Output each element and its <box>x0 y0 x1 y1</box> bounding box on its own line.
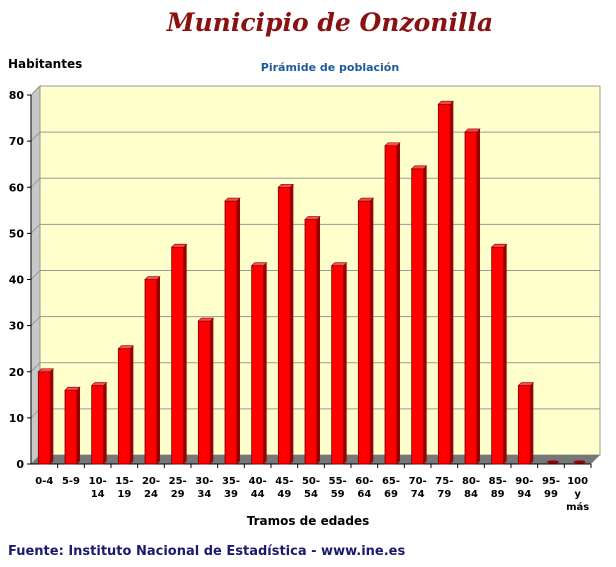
x-tick-label: 70-74 <box>409 476 427 500</box>
bar-top <box>90 382 108 386</box>
x-tick-label: 100 y más <box>566 476 589 513</box>
bar-side <box>290 184 294 464</box>
x-tick-label: 45-49 <box>275 476 293 500</box>
y-tick-label: 30 <box>9 320 25 333</box>
bar-side <box>237 198 240 464</box>
y-tick-label: 20 <box>9 366 25 379</box>
bar-side <box>210 318 214 464</box>
bar-top <box>384 142 401 147</box>
bar <box>464 131 478 465</box>
x-tick-label: 30-34 <box>195 476 213 500</box>
x-axis-label: Tramos de edades <box>246 514 370 528</box>
x-tick-label: 50-54 <box>302 476 320 500</box>
bar <box>517 385 531 465</box>
x-tick-label: 55-59 <box>329 476 347 500</box>
y-tick-label: 10 <box>9 412 25 425</box>
bar-top <box>464 128 481 133</box>
bar-top <box>490 243 508 248</box>
bar-side <box>77 387 80 464</box>
bar-side <box>530 382 534 464</box>
y-tick-label: 70 <box>9 135 25 148</box>
x-tick-label: 15-19 <box>115 476 133 500</box>
bar-side <box>343 262 347 464</box>
chart-title: Pirámide de población <box>260 61 400 74</box>
x-tick-label: 80-84 <box>462 476 480 500</box>
y-tick-label: 80 <box>9 89 25 102</box>
bar <box>491 246 505 465</box>
bar-side <box>130 345 134 464</box>
bar <box>91 385 105 465</box>
x-tick-label: 40-44 <box>249 476 267 500</box>
x-tick-label: 0-4 <box>35 476 53 487</box>
x-tick-label: 35-39 <box>222 476 240 500</box>
bar-side <box>477 128 480 464</box>
bar-top <box>170 243 188 248</box>
page-title: Municipio de Onzonilla <box>166 8 494 37</box>
bar <box>357 200 371 465</box>
bar-top <box>357 197 375 202</box>
bar <box>197 320 211 465</box>
gridline <box>30 131 600 142</box>
gridline <box>30 85 600 96</box>
bar-top <box>37 368 55 373</box>
bar <box>277 186 291 465</box>
bar-side <box>263 262 267 464</box>
x-tick-label: 60-64 <box>355 476 373 500</box>
bar-top <box>277 183 295 188</box>
bar-side <box>183 244 187 464</box>
bar-side <box>50 368 54 464</box>
x-tick-label: 5-9 <box>62 476 80 487</box>
bar-top <box>197 317 215 322</box>
y-tick-label: 40 <box>9 274 25 287</box>
y-axis-label: Habitantes <box>8 57 83 71</box>
bar <box>64 389 78 465</box>
x-tick-label: 95-99 <box>542 476 560 500</box>
bar-zero-marker <box>547 460 559 464</box>
source-footer: Fuente: Instituto Nacional de Estadístic… <box>8 544 406 559</box>
bar <box>171 246 185 465</box>
bar <box>384 145 398 465</box>
y-tick-label: 50 <box>9 227 25 240</box>
y-tick-label: 60 <box>9 181 25 194</box>
bar-side <box>397 142 400 465</box>
bar-top <box>224 197 241 202</box>
bar-side <box>503 244 507 464</box>
bar-side <box>317 216 320 464</box>
bar <box>304 219 318 465</box>
y-tick-label: 0 <box>16 458 24 471</box>
x-tick-label: 10-14 <box>89 476 107 500</box>
x-tick-label: 65-69 <box>382 476 400 500</box>
bar-side <box>157 276 160 464</box>
bar <box>411 168 425 465</box>
bar-side <box>370 198 374 464</box>
bar <box>251 265 265 465</box>
bar-top <box>250 262 268 266</box>
bar-top <box>330 262 348 266</box>
bar-side <box>423 165 427 465</box>
bar-top <box>410 165 428 170</box>
bar <box>437 103 451 465</box>
bar-side <box>450 101 454 464</box>
x-tick-label: 75-79 <box>435 476 453 500</box>
bar-top <box>437 100 455 105</box>
bar <box>224 200 238 465</box>
bar <box>117 348 131 465</box>
x-tick-label: 85-89 <box>489 476 507 500</box>
bar-top <box>117 345 135 349</box>
bar-top <box>144 276 161 280</box>
x-tick-label: 90-94 <box>515 476 533 500</box>
bar <box>331 265 345 465</box>
bar-top <box>304 216 321 220</box>
bar-top <box>517 382 535 386</box>
bar-top <box>64 386 81 391</box>
x-tick-label: 25-29 <box>169 476 187 500</box>
bar-zero-marker <box>573 460 586 464</box>
x-tick-label: 20-24 <box>142 476 160 500</box>
bar <box>37 371 51 465</box>
bar <box>144 279 158 465</box>
bar-side <box>103 382 107 464</box>
